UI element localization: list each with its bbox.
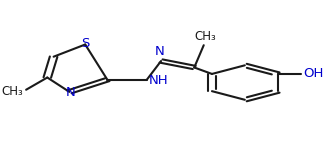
Text: NH: NH xyxy=(148,74,168,87)
Text: N: N xyxy=(65,86,75,99)
Text: S: S xyxy=(81,37,90,50)
Text: CH₃: CH₃ xyxy=(194,30,216,43)
Text: CH₃: CH₃ xyxy=(2,85,24,98)
Text: OH: OH xyxy=(303,67,323,80)
Text: N: N xyxy=(155,45,164,58)
